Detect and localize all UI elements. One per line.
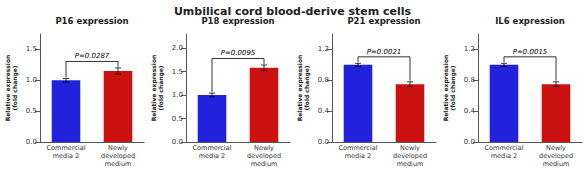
svg-text:media 2: media 2 [345,152,371,160]
svg-text:developed: developed [247,152,281,160]
svg-text:Commercial: Commercial [485,144,524,152]
svg-text:media 2: media 2 [491,152,517,160]
svg-text:0.0: 0.0 [172,138,183,146]
svg-text:P21 expression: P21 expression [347,15,421,26]
svg-text:(fold change): (fold change) [11,65,19,110]
svg-text:medium: medium [105,160,132,168]
svg-text:P18 expression: P18 expression [201,15,275,26]
svg-text:developed: developed [539,152,573,160]
svg-text:medium: medium [251,160,278,168]
svg-text:(fold change): (fold change) [449,65,457,110]
svg-text:0.0: 0.0 [464,138,475,146]
svg-text:0.4: 0.4 [464,107,476,115]
svg-text:developed: developed [101,152,135,160]
svg-text:medium: medium [543,160,570,168]
svg-text:0.4: 0.4 [318,107,330,115]
svg-text:1.5: 1.5 [26,45,37,53]
svg-text:0.0: 0.0 [318,138,329,146]
svg-text:P=0.0021: P=0.0021 [367,48,402,56]
svg-text:Newly: Newly [546,144,566,152]
svg-text:Commercial: Commercial [47,144,86,152]
svg-text:Umbilical cord blood-derive st: Umbilical cord blood-derive stem cells [174,5,412,18]
svg-text:2.0: 2.0 [172,44,183,52]
svg-text:P=0.0015: P=0.0015 [513,48,548,56]
svg-text:Commercial: Commercial [193,144,232,152]
svg-text:Newly: Newly [400,144,420,152]
svg-text:0.5: 0.5 [172,115,183,123]
svg-text:Relative expression: Relative expression [296,54,303,122]
svg-text:0.8: 0.8 [464,76,475,84]
svg-text:1.0: 1.0 [172,91,183,99]
svg-text:0.0: 0.0 [26,138,37,146]
svg-text:P=0.0287: P=0.0287 [75,52,110,60]
svg-text:Newly: Newly [108,144,128,152]
svg-text:media 2: media 2 [53,152,79,160]
svg-text:medium: medium [397,160,424,168]
svg-text:0.5: 0.5 [26,107,37,115]
svg-text:IL6 expression: IL6 expression [495,16,565,26]
svg-text:Relative expression: Relative expression [442,54,449,122]
svg-text:Commercial: Commercial [339,144,378,152]
svg-text:(fold change): (fold change) [303,65,311,110]
svg-text:developed: developed [393,152,427,160]
svg-text:Newly: Newly [254,144,274,152]
svg-text:Relative expression: Relative expression [150,54,157,122]
svg-text:1.0: 1.0 [26,76,37,84]
svg-text:1.5: 1.5 [172,68,183,76]
svg-text:0.8: 0.8 [318,76,329,84]
svg-text:Relative expression: Relative expression [4,54,11,122]
svg-text:(fold change): (fold change) [157,65,165,110]
svg-text:P=0.0095: P=0.0095 [221,49,256,57]
svg-text:1.2: 1.2 [464,45,475,53]
svg-text:P16 expression: P16 expression [55,16,128,26]
svg-text:1.2: 1.2 [318,45,329,53]
svg-text:media 2: media 2 [199,152,225,160]
